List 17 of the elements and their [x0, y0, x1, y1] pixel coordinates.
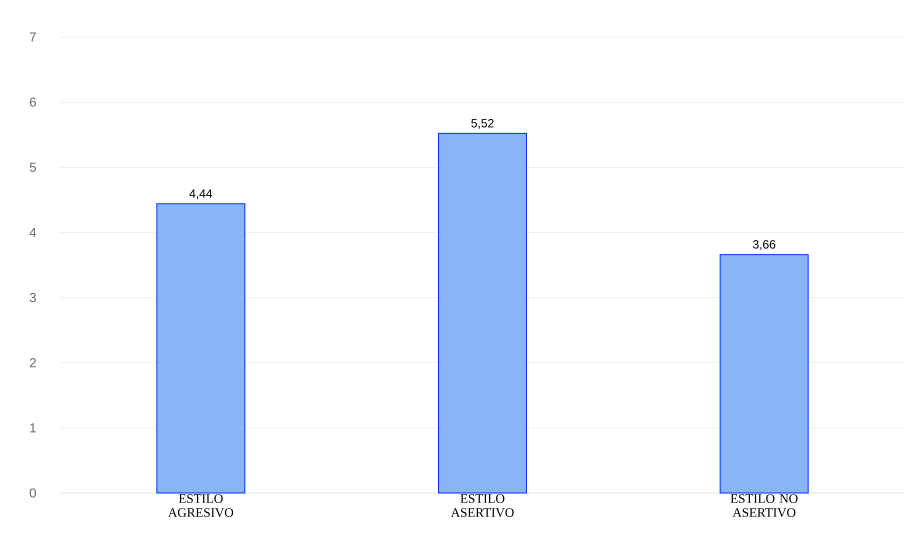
data-label: 5,52: [471, 118, 494, 129]
data-label: 4,44: [189, 189, 212, 200]
y-tick-label: 3: [30, 292, 36, 302]
x-tick-label: ESTILO AGRESIVO: [168, 494, 234, 518]
y-tick-label: 6: [30, 98, 36, 107]
y-tick-label: 4: [30, 228, 36, 237]
y-tick-label: 1: [30, 423, 36, 432]
x-tick-label: ESTILO NO ASERTIVO: [730, 494, 798, 518]
bar: [438, 132, 528, 494]
y-tick-label: 5: [30, 162, 36, 172]
y-tick-label: 7: [30, 32, 36, 42]
bar: [156, 203, 246, 494]
y-tick-label: 0: [30, 488, 36, 498]
data-label: 3,66: [752, 240, 776, 250]
x-tick-label: ESTILO ASERTIVO: [450, 494, 514, 518]
y-tick-label: 2: [30, 358, 36, 368]
bar: [720, 254, 809, 494]
